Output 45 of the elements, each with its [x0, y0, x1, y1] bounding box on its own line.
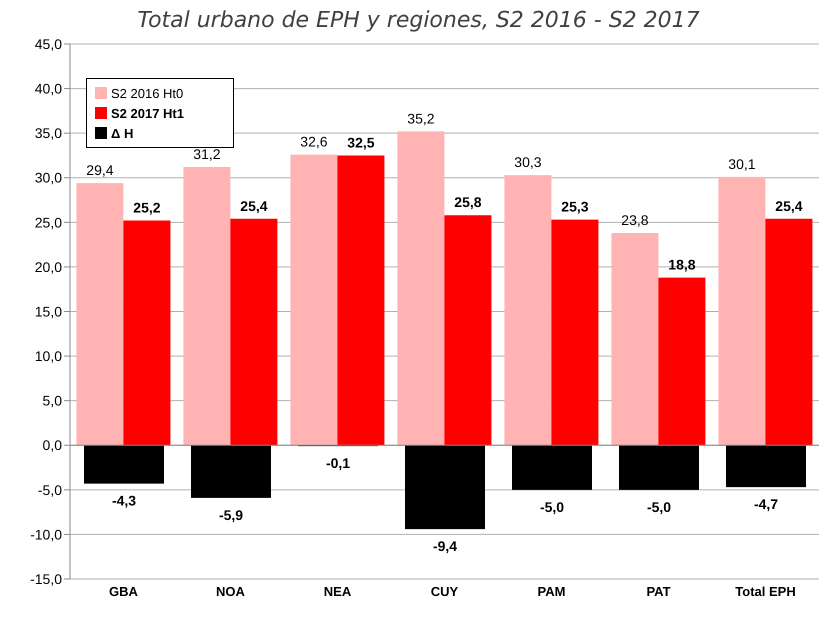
- x-tick-label: PAT: [646, 584, 671, 600]
- y-tick-label: -15,0: [30, 570, 62, 587]
- x-tick-label: CUY: [430, 584, 459, 600]
- data-label: 25,8: [454, 194, 482, 210]
- data-label: 32,6: [300, 134, 328, 150]
- data-label: 25,4: [240, 198, 268, 214]
- data-label: -4,3: [112, 492, 136, 509]
- y-tick-label: 30,0: [34, 170, 62, 186]
- y-tick-label: -10,0: [30, 526, 62, 542]
- y-tick-label: 0,0: [42, 437, 62, 454]
- data-label: -5,0: [646, 498, 672, 515]
- data-label: 25,4: [775, 198, 803, 214]
- x-tick-label: NOA: [216, 584, 246, 600]
- data-label: -9,4: [432, 538, 458, 554]
- y-tick-label: 15,0: [34, 303, 62, 320]
- y-tick-label: -5,0: [38, 482, 62, 498]
- x-tick-label: NEA: [324, 584, 352, 600]
- data-label: -4,7: [754, 496, 778, 512]
- x-tick-label: Total EPH: [735, 584, 796, 600]
- chart-title: Total urbano de EPH y regiones, S2 2016 - S2 2017: [136, 8, 701, 35]
- data-label: 32,5: [347, 134, 375, 150]
- data-label: 31,2: [193, 146, 221, 162]
- data-label: 29,4: [86, 162, 114, 178]
- y-tick-label: 10,0: [34, 348, 62, 364]
- y-tick-label: 35,0: [34, 125, 62, 142]
- y-tick-label: 45,0: [34, 36, 62, 52]
- x-tick-label: PAM: [538, 584, 566, 600]
- y-tick-label: 20,0: [34, 258, 62, 275]
- data-label: 25,2: [133, 200, 161, 216]
- data-label: 18,8: [668, 256, 696, 273]
- x-tick-label: GBA: [109, 584, 139, 600]
- data-label: 30,1: [728, 156, 756, 172]
- data-label: 25,3: [561, 198, 589, 215]
- legend-label: Δ H: [111, 126, 134, 140]
- y-tick-label: 25,0: [34, 214, 62, 230]
- data-label: -5,9: [218, 506, 244, 523]
- y-tick-label: 40,0: [34, 80, 62, 97]
- data-label: 30,3: [514, 154, 542, 170]
- data-label: 23,8: [621, 212, 649, 228]
- legend-label: S2 2017 Ht1: [111, 106, 184, 120]
- legend-label: S2 2016 Ht0: [111, 86, 184, 100]
- data-label: 35,2: [407, 110, 435, 126]
- y-tick-label: 5,0: [42, 392, 62, 409]
- data-label: -5,0: [540, 498, 564, 515]
- data-label: -0,1: [326, 455, 350, 472]
